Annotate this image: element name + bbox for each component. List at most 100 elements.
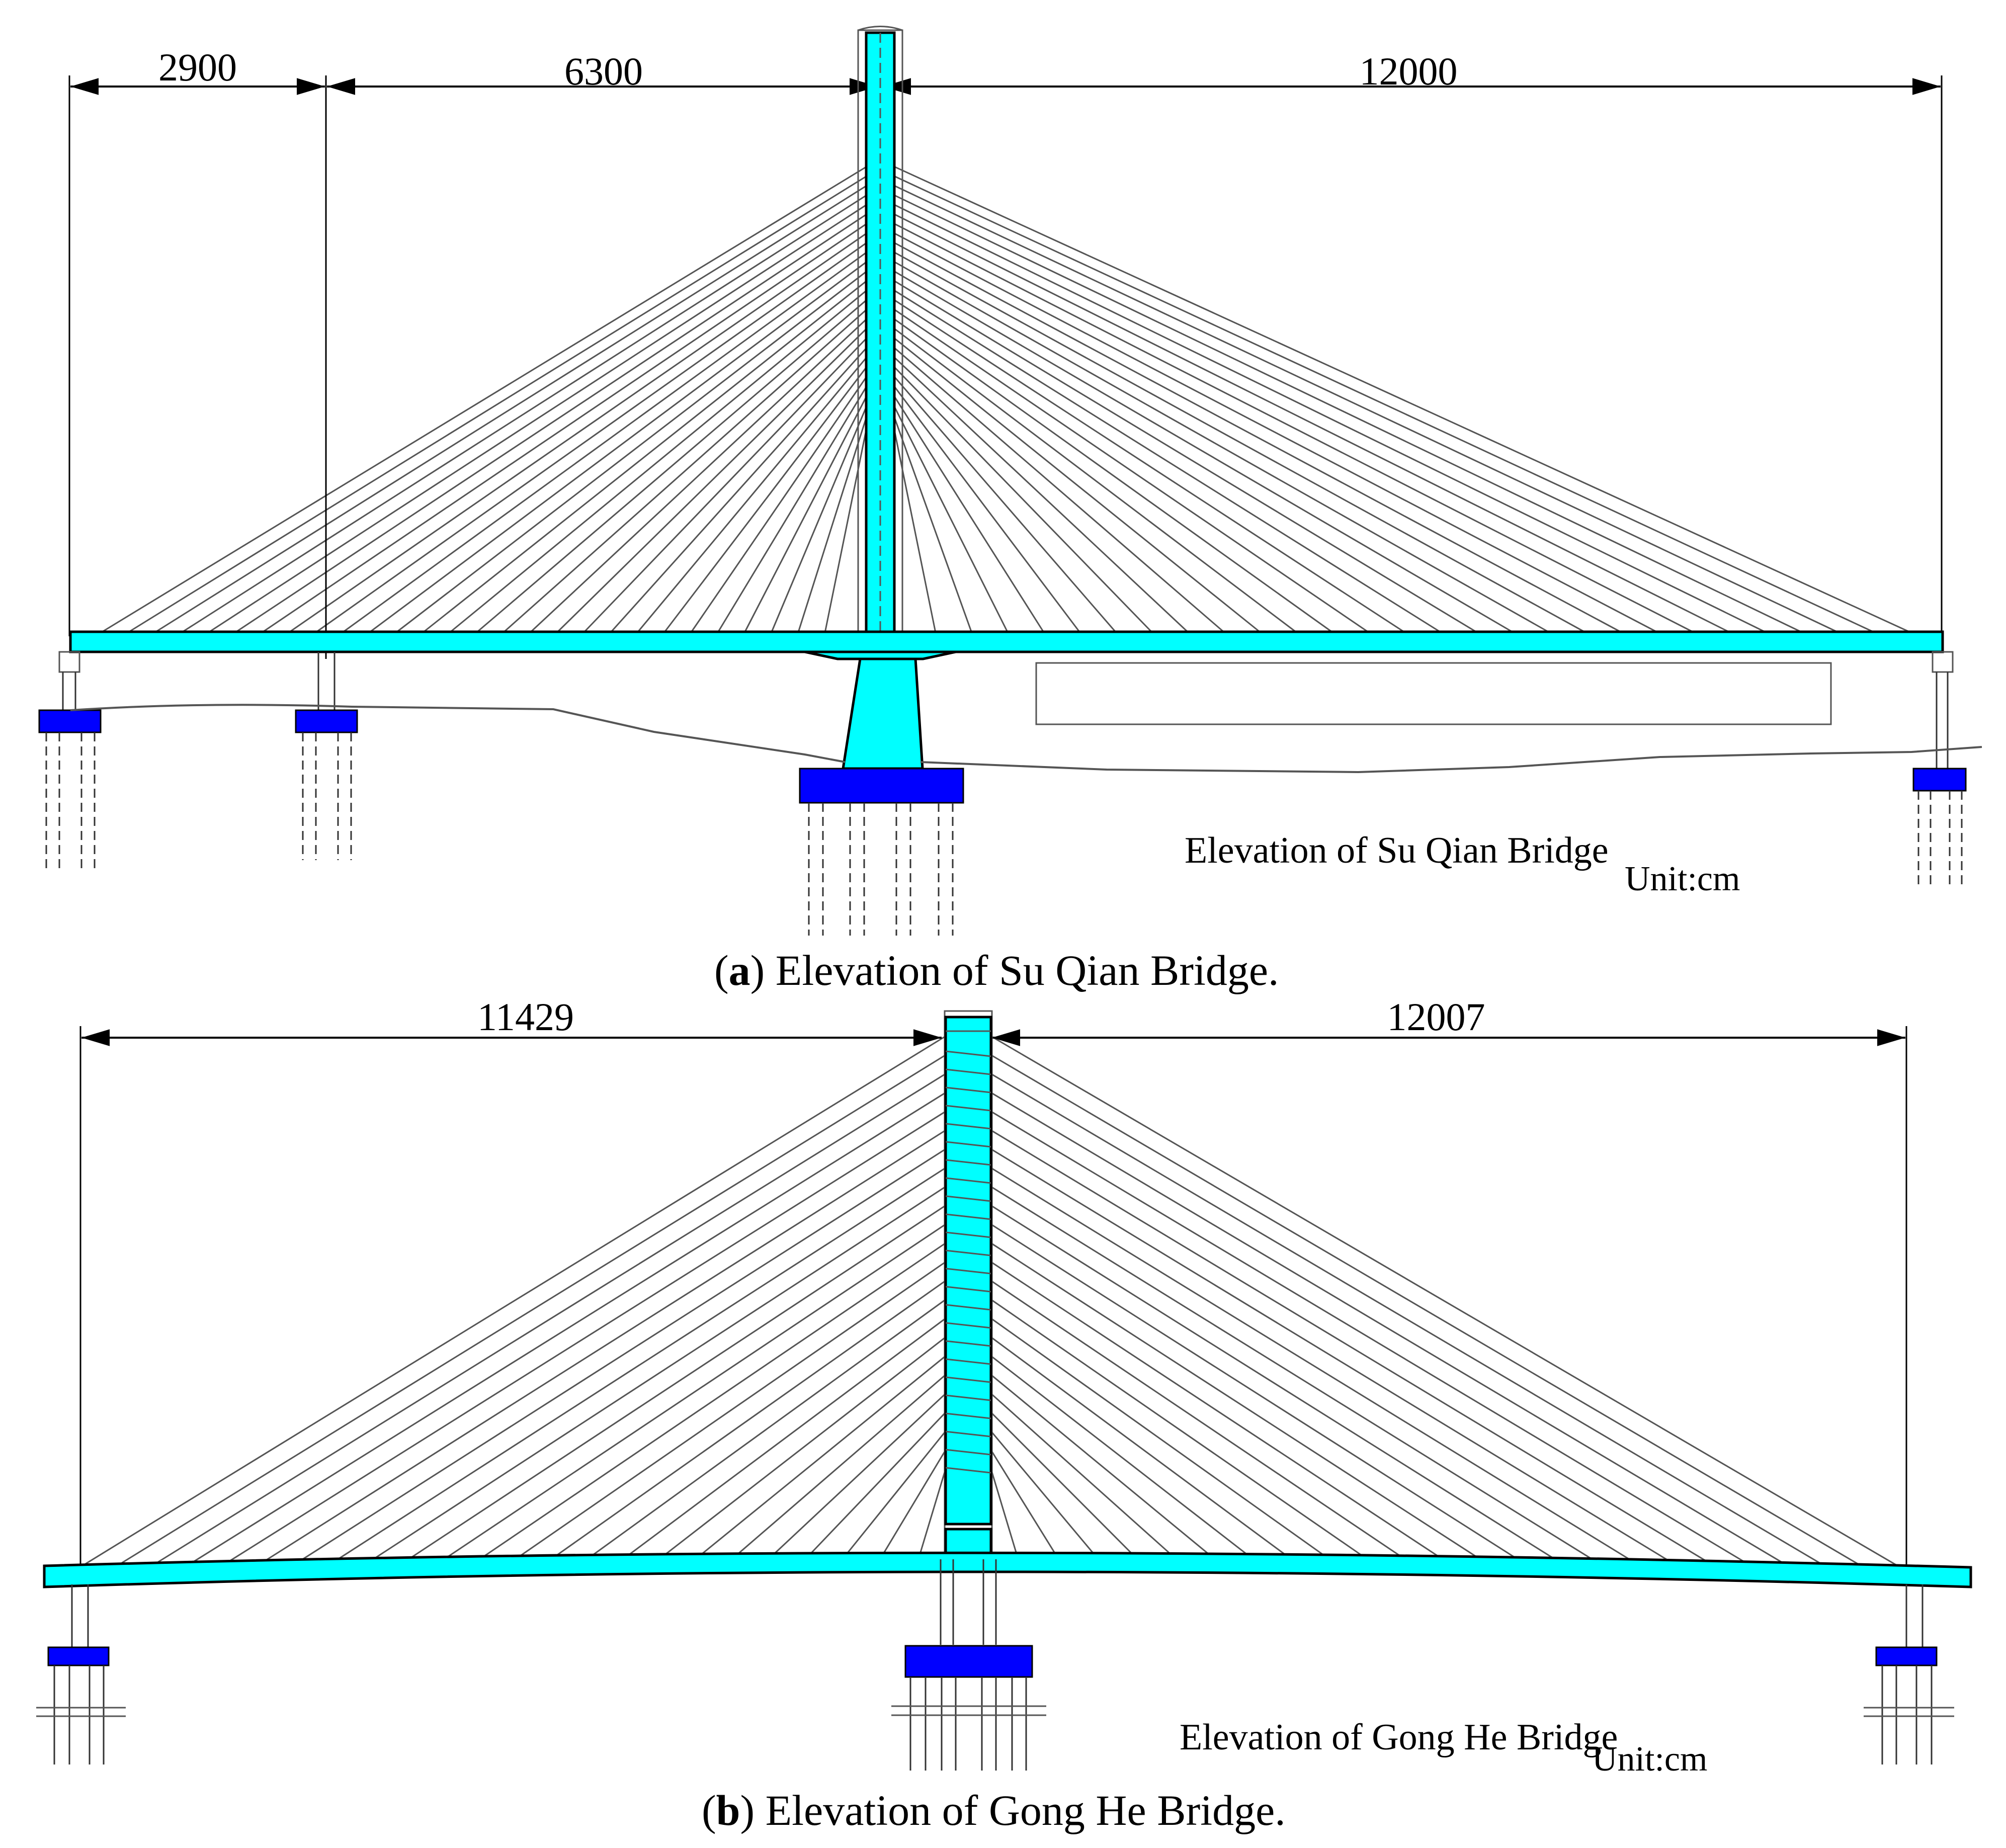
dimension-label-b-1: 11429 — [477, 995, 574, 1039]
stay-cable — [892, 231, 1659, 634]
dimension-lines-b: 11429 12007 — [79, 995, 1907, 1564]
stay-cable — [521, 1261, 946, 1556]
caption-a: (a) Elevation of Su Qian Bridge. — [714, 946, 1279, 994]
stay-cable — [892, 422, 937, 633]
stay-cable — [775, 1393, 947, 1554]
pile-cap-center-a — [799, 768, 964, 804]
stay-cable — [824, 422, 869, 633]
stay-cable — [665, 1336, 946, 1554]
stay-cable — [892, 384, 1081, 633]
dimension-label-a-2: 6300 — [564, 49, 643, 93]
stay-cable — [717, 384, 869, 633]
drawing-title-b: Elevation of Gong He Bridge — [1180, 1717, 1618, 1758]
stay-cable — [100, 165, 868, 634]
stay-cable — [127, 175, 868, 634]
stay-cable — [892, 317, 1334, 634]
stay-cable — [629, 1317, 946, 1555]
stay-cable — [892, 165, 1912, 634]
deck-a — [69, 630, 1944, 653]
stay-cable — [503, 308, 868, 634]
stay-cable — [743, 393, 869, 633]
stay-cable — [892, 393, 1045, 633]
stay-cable — [892, 346, 1225, 634]
stay-cable — [85, 1035, 946, 1565]
stay-cable — [593, 1299, 946, 1555]
stay-cable — [920, 1468, 947, 1553]
piles-a — [45, 732, 1963, 936]
stay-cable — [448, 1223, 946, 1557]
stay-cable — [990, 1449, 1055, 1553]
stay-cable — [770, 403, 869, 633]
unit-label-a: Unit:cm — [1625, 860, 1740, 898]
pile-cap-right-a — [1912, 768, 1967, 792]
stay-cable — [475, 298, 868, 634]
cables-a — [100, 165, 1912, 634]
stay-cable — [990, 1374, 1208, 1554]
stay-cable — [797, 412, 869, 633]
stay-cable — [990, 1411, 1132, 1553]
pile-cap-left-a — [38, 709, 102, 733]
drawing-title-a: Elevation of Su Qian Bridge — [1185, 830, 1609, 871]
stay-cable — [411, 1205, 946, 1558]
stay-cable — [892, 326, 1298, 634]
stay-cable — [663, 365, 869, 633]
dimension-lines-a: 2900 6300 12000 — [68, 45, 1943, 659]
unit-label-b: Unit:cm — [1592, 1740, 1707, 1779]
dimension-label-b-2: 12007 — [1387, 995, 1485, 1039]
stay-cable — [892, 289, 1442, 634]
stay-cable — [690, 374, 869, 633]
stay-cable — [892, 374, 1117, 633]
stay-cable — [339, 1167, 946, 1559]
stay-cable — [375, 1186, 946, 1558]
stay-cable — [529, 317, 869, 634]
stay-cable — [990, 1431, 1094, 1553]
stay-cable — [194, 1091, 946, 1562]
dimension-label-a-1: 2900 — [158, 45, 237, 89]
stay-cable — [234, 213, 868, 634]
stay-cable — [990, 1091, 1782, 1563]
stay-cable — [892, 213, 1731, 634]
stay-cable — [288, 231, 868, 634]
stay-cable — [892, 298, 1406, 634]
pile-cap-center-b — [904, 1645, 1033, 1678]
stay-cable — [422, 279, 868, 634]
stay-cable — [990, 1073, 1820, 1564]
caption-text-b: Elevation of Gong He Bridge. — [766, 1786, 1286, 1834]
stay-cable — [990, 1035, 1897, 1566]
stay-cable — [892, 336, 1262, 634]
pile-cap-right-b — [1875, 1646, 1938, 1666]
stay-cable — [990, 1261, 1438, 1556]
stay-cable — [990, 1393, 1170, 1554]
stay-cable — [847, 1431, 947, 1553]
piles-b — [36, 1665, 1954, 1771]
stay-cable — [990, 1111, 1744, 1562]
stay-cable — [892, 403, 1009, 633]
stay-cable — [610, 346, 869, 634]
stay-cable — [892, 194, 1804, 634]
caption-letter-a: a — [729, 946, 750, 994]
stay-cable — [892, 250, 1587, 634]
stay-cable — [990, 1148, 1667, 1560]
stay-cable — [368, 260, 868, 634]
stay-cable — [990, 1186, 1591, 1559]
stay-cable — [153, 184, 868, 634]
stay-cable — [892, 355, 1189, 634]
stay-cable — [342, 250, 868, 634]
panel-b: 11429 12007 — [36, 995, 1972, 1834]
stay-cable — [207, 203, 868, 634]
stay-cable — [990, 1054, 1859, 1565]
cables-b — [85, 1035, 1897, 1566]
stay-cable — [702, 1355, 946, 1554]
pile-cap-left-b — [47, 1646, 110, 1666]
stay-cable — [636, 355, 869, 633]
stay-cable — [990, 1167, 1629, 1560]
caption-b: (b) Elevation of Gong He Bridge. — [702, 1786, 1286, 1834]
stay-cable — [990, 1355, 1246, 1554]
stay-cable — [892, 241, 1623, 634]
navigation-channel-a — [1035, 662, 1832, 725]
stay-cable — [892, 260, 1551, 634]
pylon-a — [865, 31, 896, 635]
stay-cable — [395, 270, 868, 634]
